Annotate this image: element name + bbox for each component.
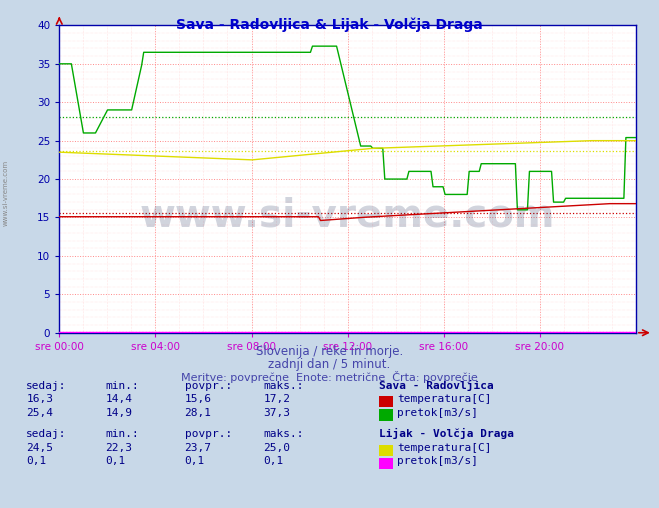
Text: temperatura[C]: temperatura[C] xyxy=(397,394,492,404)
Text: Meritve: povprečne  Enote: metrične  Črta: povprečje: Meritve: povprečne Enote: metrične Črta:… xyxy=(181,371,478,383)
Text: povpr.:: povpr.: xyxy=(185,429,232,439)
Text: 0,1: 0,1 xyxy=(264,456,284,466)
Text: 0,1: 0,1 xyxy=(26,456,47,466)
Text: 14,4: 14,4 xyxy=(105,394,132,404)
Text: sedaj:: sedaj: xyxy=(26,429,67,439)
Text: min.:: min.: xyxy=(105,380,139,391)
Text: 0,1: 0,1 xyxy=(105,456,126,466)
Text: 16,3: 16,3 xyxy=(26,394,53,404)
Text: 22,3: 22,3 xyxy=(105,442,132,453)
Text: Sava - Radovljica & Lijak - Volčja Draga: Sava - Radovljica & Lijak - Volčja Draga xyxy=(176,18,483,33)
Text: maks.:: maks.: xyxy=(264,429,304,439)
Text: zadnji dan / 5 minut.: zadnji dan / 5 minut. xyxy=(268,358,391,371)
Text: temperatura[C]: temperatura[C] xyxy=(397,442,492,453)
Text: 24,5: 24,5 xyxy=(26,442,53,453)
Text: 17,2: 17,2 xyxy=(264,394,291,404)
Text: maks.:: maks.: xyxy=(264,380,304,391)
Text: Sava - Radovljica: Sava - Radovljica xyxy=(379,379,494,391)
Text: pretok[m3/s]: pretok[m3/s] xyxy=(397,407,478,418)
Text: min.:: min.: xyxy=(105,429,139,439)
Text: povpr.:: povpr.: xyxy=(185,380,232,391)
Text: 0,1: 0,1 xyxy=(185,456,205,466)
Text: 25,0: 25,0 xyxy=(264,442,291,453)
Text: 14,9: 14,9 xyxy=(105,407,132,418)
Text: 37,3: 37,3 xyxy=(264,407,291,418)
Text: www.si-vreme.com: www.si-vreme.com xyxy=(140,197,556,235)
Text: 25,4: 25,4 xyxy=(26,407,53,418)
Text: Lijak - Volčja Draga: Lijak - Volčja Draga xyxy=(379,428,514,439)
Text: 15,6: 15,6 xyxy=(185,394,212,404)
Text: www.si-vreme.com: www.si-vreme.com xyxy=(2,160,9,226)
Text: sedaj:: sedaj: xyxy=(26,380,67,391)
Text: 23,7: 23,7 xyxy=(185,442,212,453)
Text: 28,1: 28,1 xyxy=(185,407,212,418)
Text: pretok[m3/s]: pretok[m3/s] xyxy=(397,456,478,466)
Text: Slovenija / reke in morje.: Slovenija / reke in morje. xyxy=(256,345,403,359)
